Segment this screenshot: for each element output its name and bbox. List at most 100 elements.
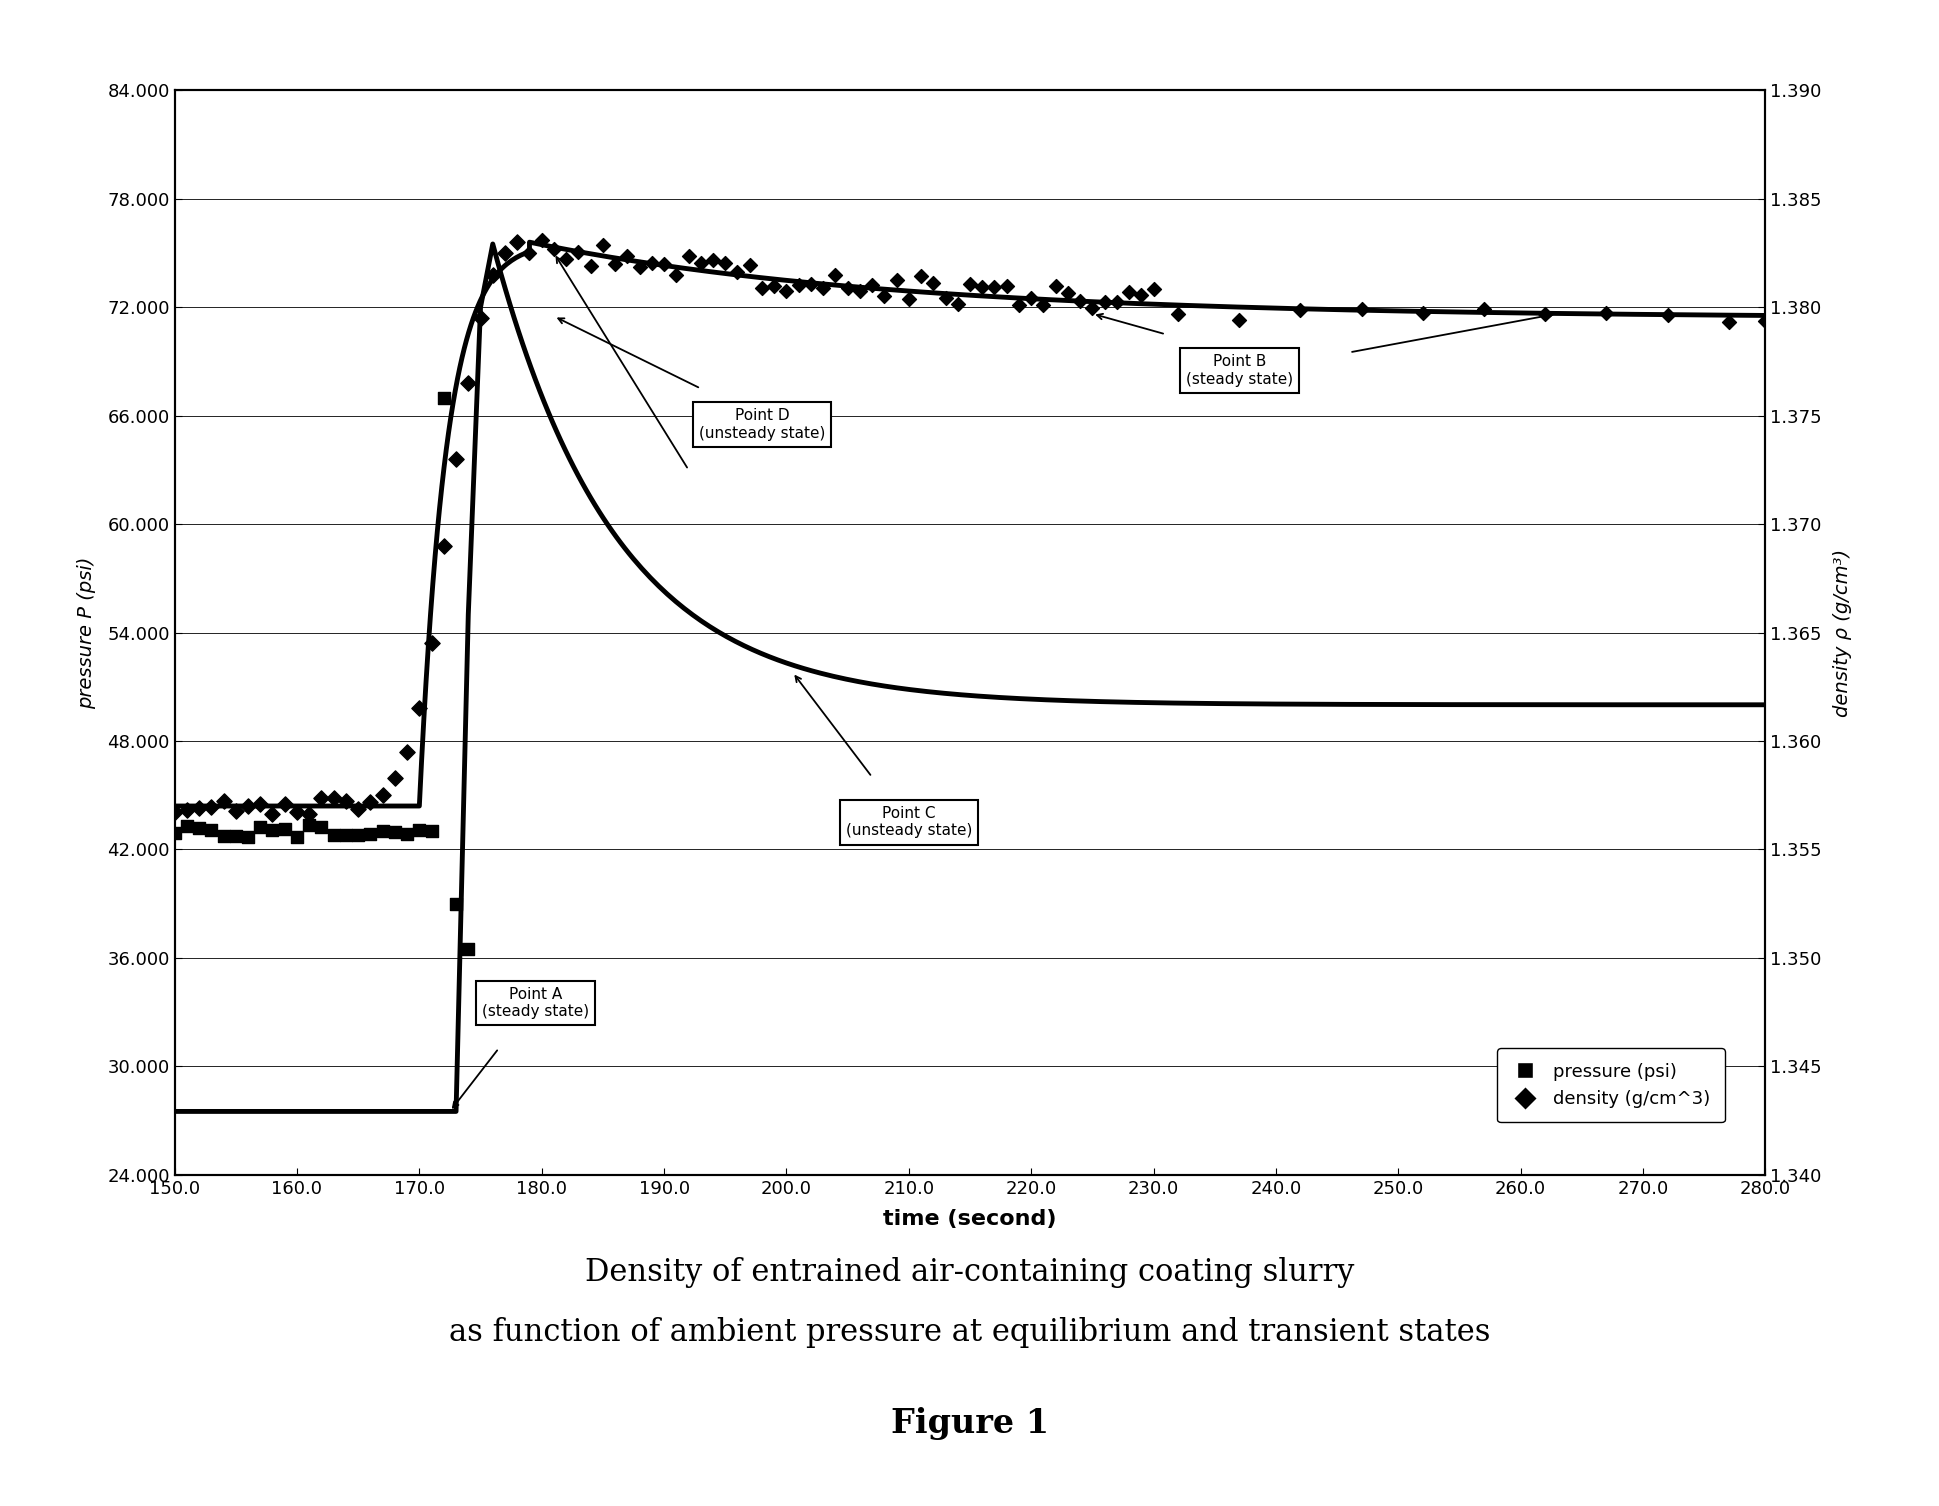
Point <box>892 288 923 312</box>
Point <box>673 244 704 268</box>
Point <box>196 795 227 819</box>
Point <box>869 285 900 309</box>
Text: Point B
(steady state): Point B (steady state) <box>1185 354 1291 387</box>
Point <box>562 239 593 264</box>
Point <box>380 821 411 845</box>
Point <box>514 241 545 265</box>
Point <box>403 696 434 720</box>
Point <box>171 798 202 822</box>
Y-axis label: density ρ (g/cm³): density ρ (g/cm³) <box>1832 548 1852 717</box>
Point <box>256 818 287 842</box>
Point <box>551 247 582 271</box>
Point <box>684 252 715 276</box>
Point <box>452 370 483 395</box>
X-axis label: time (second): time (second) <box>882 1209 1057 1229</box>
Point <box>502 230 533 255</box>
Point <box>429 386 460 410</box>
Point <box>355 822 386 846</box>
Legend: pressure (psi), density (g/cm^3): pressure (psi), density (g/cm^3) <box>1497 1048 1724 1122</box>
Point <box>636 252 667 276</box>
Point <box>857 273 888 297</box>
Text: as function of ambient pressure at equilibrium and transient states: as function of ambient pressure at equil… <box>450 1318 1489 1348</box>
Point <box>758 274 789 298</box>
Point <box>293 813 324 837</box>
Point <box>1028 294 1059 318</box>
Point <box>366 783 397 807</box>
Point <box>392 822 423 846</box>
Point <box>207 789 238 813</box>
Point <box>440 447 471 471</box>
Point <box>991 274 1022 298</box>
Point <box>721 259 752 283</box>
Point <box>440 892 471 916</box>
Point <box>1125 283 1156 307</box>
Point <box>281 825 312 849</box>
Point <box>366 819 397 843</box>
Point <box>624 255 655 279</box>
Point <box>843 279 874 303</box>
Point <box>1016 286 1047 310</box>
Point <box>1284 298 1315 322</box>
Point <box>820 262 851 286</box>
Point <box>832 276 863 300</box>
Point <box>906 265 937 289</box>
Point <box>795 273 826 297</box>
Text: Point D
(unsteady state): Point D (unsteady state) <box>698 408 824 441</box>
Point <box>698 248 729 273</box>
Point <box>733 253 764 277</box>
Point <box>1051 280 1082 304</box>
Point <box>783 273 814 297</box>
Point <box>807 276 838 300</box>
Point <box>1346 297 1377 321</box>
Point <box>1652 303 1683 327</box>
Point <box>403 818 434 842</box>
Point <box>293 801 324 825</box>
Point <box>661 264 692 288</box>
Point <box>306 815 337 839</box>
Point <box>171 813 202 837</box>
Point <box>159 800 190 824</box>
Text: Figure 1: Figure 1 <box>890 1407 1049 1440</box>
Point <box>318 822 349 846</box>
Point <box>1101 291 1132 315</box>
Text: Density of entrained air-containing coating slurry: Density of entrained air-containing coat… <box>586 1258 1353 1288</box>
Point <box>747 276 778 300</box>
Point <box>954 271 985 295</box>
Point <box>917 271 948 295</box>
Point <box>233 794 264 818</box>
Point <box>330 824 361 848</box>
Point <box>281 800 312 824</box>
Point <box>343 824 374 848</box>
Point <box>1113 280 1144 304</box>
Point <box>221 800 252 824</box>
Point <box>611 244 642 268</box>
Point <box>184 816 215 840</box>
Point <box>942 292 973 316</box>
Point <box>979 276 1010 300</box>
Point <box>710 250 741 274</box>
Point <box>256 801 287 825</box>
Point <box>489 241 520 265</box>
Text: Point C
(unsteady state): Point C (unsteady state) <box>845 806 971 839</box>
Point <box>270 816 301 840</box>
Point <box>415 631 446 655</box>
Point <box>465 306 496 330</box>
Point <box>1161 303 1192 327</box>
Point <box>539 236 570 261</box>
Point <box>1076 297 1107 321</box>
Point <box>588 233 619 258</box>
Point <box>574 255 605 279</box>
Point <box>1002 294 1033 318</box>
Point <box>270 792 301 816</box>
Point <box>392 739 423 764</box>
Point <box>244 792 275 816</box>
Point <box>244 815 275 839</box>
Point <box>233 825 264 849</box>
Point <box>429 533 460 557</box>
Point <box>1065 289 1096 313</box>
Point <box>330 789 361 813</box>
Point <box>929 286 960 310</box>
Point <box>880 268 911 292</box>
Point <box>1406 301 1437 325</box>
Point <box>196 818 227 842</box>
